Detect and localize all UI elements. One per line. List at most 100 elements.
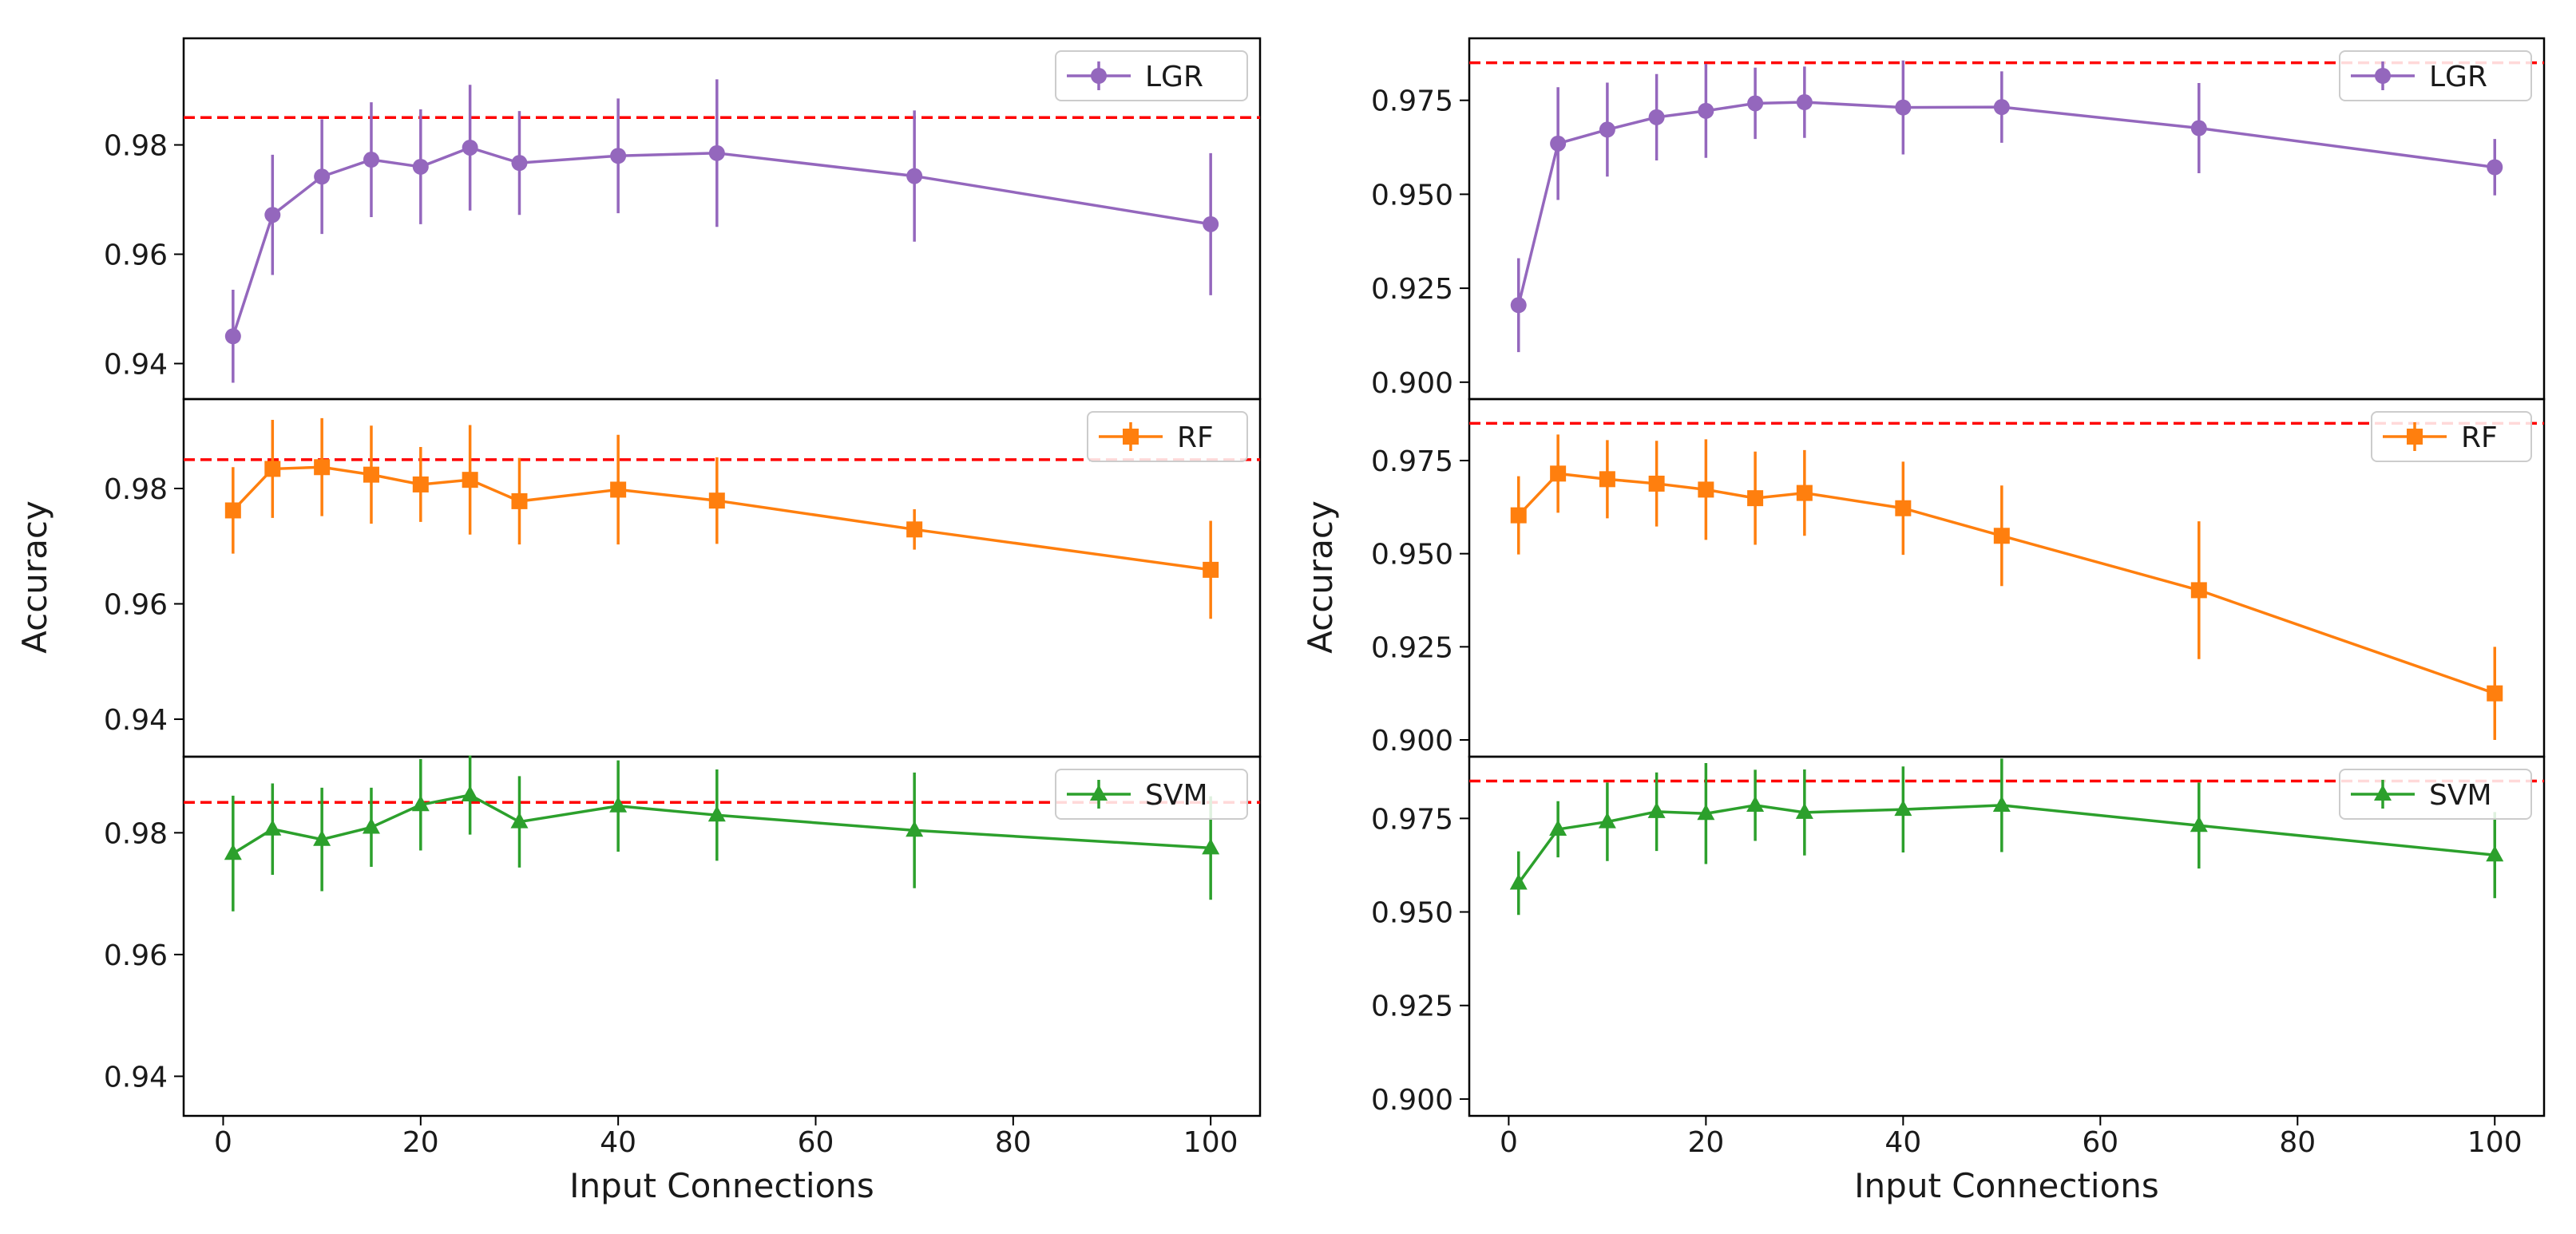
data-point <box>708 144 725 161</box>
x-tick-label: 0 <box>1500 1126 1518 1159</box>
data-point <box>264 207 281 223</box>
y-tick-label: 0.950 <box>1371 897 1453 930</box>
data-point <box>1599 471 1615 488</box>
lgr-series-line <box>232 146 1211 337</box>
data-point <box>1992 795 2011 812</box>
x-tick-label: 0 <box>214 1126 232 1159</box>
y-tick-label: 0.900 <box>1371 725 1453 757</box>
legend-label: LGR <box>1145 61 1203 93</box>
lgr-legend: LGR <box>1055 50 1248 101</box>
data-point <box>1894 800 1912 817</box>
data-point <box>314 168 331 185</box>
data-point <box>2190 120 2207 136</box>
y-tick-label: 0.900 <box>1371 367 1453 400</box>
x-tick-label: 20 <box>1687 1126 1724 1159</box>
y-tick-label: 0.98 <box>104 473 168 506</box>
data-point <box>264 819 282 836</box>
data-point <box>462 472 478 488</box>
x-tick-label: 80 <box>995 1126 1032 1159</box>
x-tick-label: 40 <box>1884 1126 1921 1159</box>
x-tick-label: 60 <box>2082 1126 2118 1159</box>
right-lgr-subplot: 0.900 0.925 0.950 0.975 LGR <box>1371 37 2546 401</box>
data-point <box>412 476 429 492</box>
x-tick-label: 60 <box>798 1126 834 1159</box>
y-axis-label: Accuracy <box>1301 500 1340 654</box>
y-tick-label: 0.950 <box>1371 179 1453 212</box>
data-point <box>1510 297 1527 314</box>
data-point <box>1895 99 1912 116</box>
x-tick-label: 100 <box>2467 1126 2522 1159</box>
axes-frame <box>182 755 1262 1117</box>
data-point <box>1746 795 1765 812</box>
y-tick-label: 0.925 <box>1371 273 1453 306</box>
y-tick-label: 0.96 <box>104 239 168 272</box>
x-tick-label: 80 <box>2279 1126 2316 1159</box>
x-axis-label: Input Connections <box>569 1166 874 1205</box>
y-tick-label: 0.950 <box>1371 539 1453 572</box>
legend-marker <box>1090 785 1108 801</box>
y-tick-label: 0.900 <box>1371 1084 1453 1117</box>
data-point <box>2190 816 2208 833</box>
right-rf-subplot: 0.900 0.925 0.950 0.975 RF <box>1371 397 2546 758</box>
data-point <box>511 155 528 172</box>
data-point <box>1550 135 1567 152</box>
y-tick-label: 0.975 <box>1371 803 1453 836</box>
data-point <box>1747 95 1764 112</box>
y-axis-label: Accuracy <box>15 500 54 654</box>
y-tick-label: 0.925 <box>1371 631 1453 664</box>
data-point <box>1648 109 1665 125</box>
legend-label: SVM <box>2429 779 2492 812</box>
left-panel: 0.940.960.98LGR0.940.960.98RF0.940.960.9… <box>15 37 1262 1205</box>
rf-legend: RF <box>1087 411 1248 462</box>
data-point <box>314 459 331 476</box>
legend-box <box>2339 50 2532 101</box>
data-point <box>1698 481 1714 498</box>
data-point <box>1795 802 1813 819</box>
legend-box <box>1055 50 1248 101</box>
data-point <box>1203 216 1219 232</box>
data-point <box>461 785 479 802</box>
data-point <box>224 328 241 345</box>
data-point <box>1993 528 2010 544</box>
legend-box <box>1087 411 1248 462</box>
y-tick-label: 0.925 <box>1371 991 1453 1023</box>
data-point <box>363 466 379 483</box>
data-point <box>412 158 429 175</box>
data-point <box>411 795 430 812</box>
legend-marker <box>1091 68 1107 84</box>
x-tick-label: 20 <box>402 1126 439 1159</box>
left-svm-subplot: 0.94 0.96 0.98 SVM <box>104 755 1262 1117</box>
svm-legend: SVM <box>1055 769 1248 820</box>
y-tick-label: 0.94 <box>104 1061 168 1094</box>
right-panel: 0.9000.9250.9500.975LGR0.9000.9250.9500.… <box>1301 37 2546 1205</box>
data-point <box>511 492 528 509</box>
data-point <box>1697 804 1715 821</box>
svm-legend: SVM <box>2339 769 2532 820</box>
data-point <box>363 152 379 168</box>
y-tick-label: 0.975 <box>1371 445 1453 478</box>
data-point <box>313 829 331 846</box>
legend-box <box>1055 769 1248 820</box>
data-point <box>906 521 923 538</box>
legend-marker <box>2407 429 2423 445</box>
data-point <box>224 502 241 519</box>
y-tick-label: 0.975 <box>1371 85 1453 118</box>
right-svm-subplot: 0.900 0.925 0.950 0.975 SVM <box>1371 755 2546 1117</box>
data-point <box>1796 485 1813 501</box>
x-tick-label: 100 <box>1183 1126 1238 1159</box>
rf-series-line <box>232 465 1211 572</box>
data-point <box>2487 685 2503 702</box>
y-tick-label: 0.96 <box>104 589 168 622</box>
data-point <box>1203 561 1219 578</box>
left-lgr-subplot: 0.94 0.96 0.98 LGR <box>104 37 1262 401</box>
legend-box <box>2371 411 2532 462</box>
y-tick-label: 0.98 <box>104 130 168 163</box>
data-point <box>707 805 726 822</box>
data-point <box>510 812 529 829</box>
legend-marker <box>2375 68 2391 84</box>
data-point <box>1698 102 1714 119</box>
data-point <box>2487 159 2503 176</box>
data-point <box>1647 801 1666 818</box>
legend-label: RF <box>2461 421 2498 454</box>
data-point <box>906 168 923 184</box>
